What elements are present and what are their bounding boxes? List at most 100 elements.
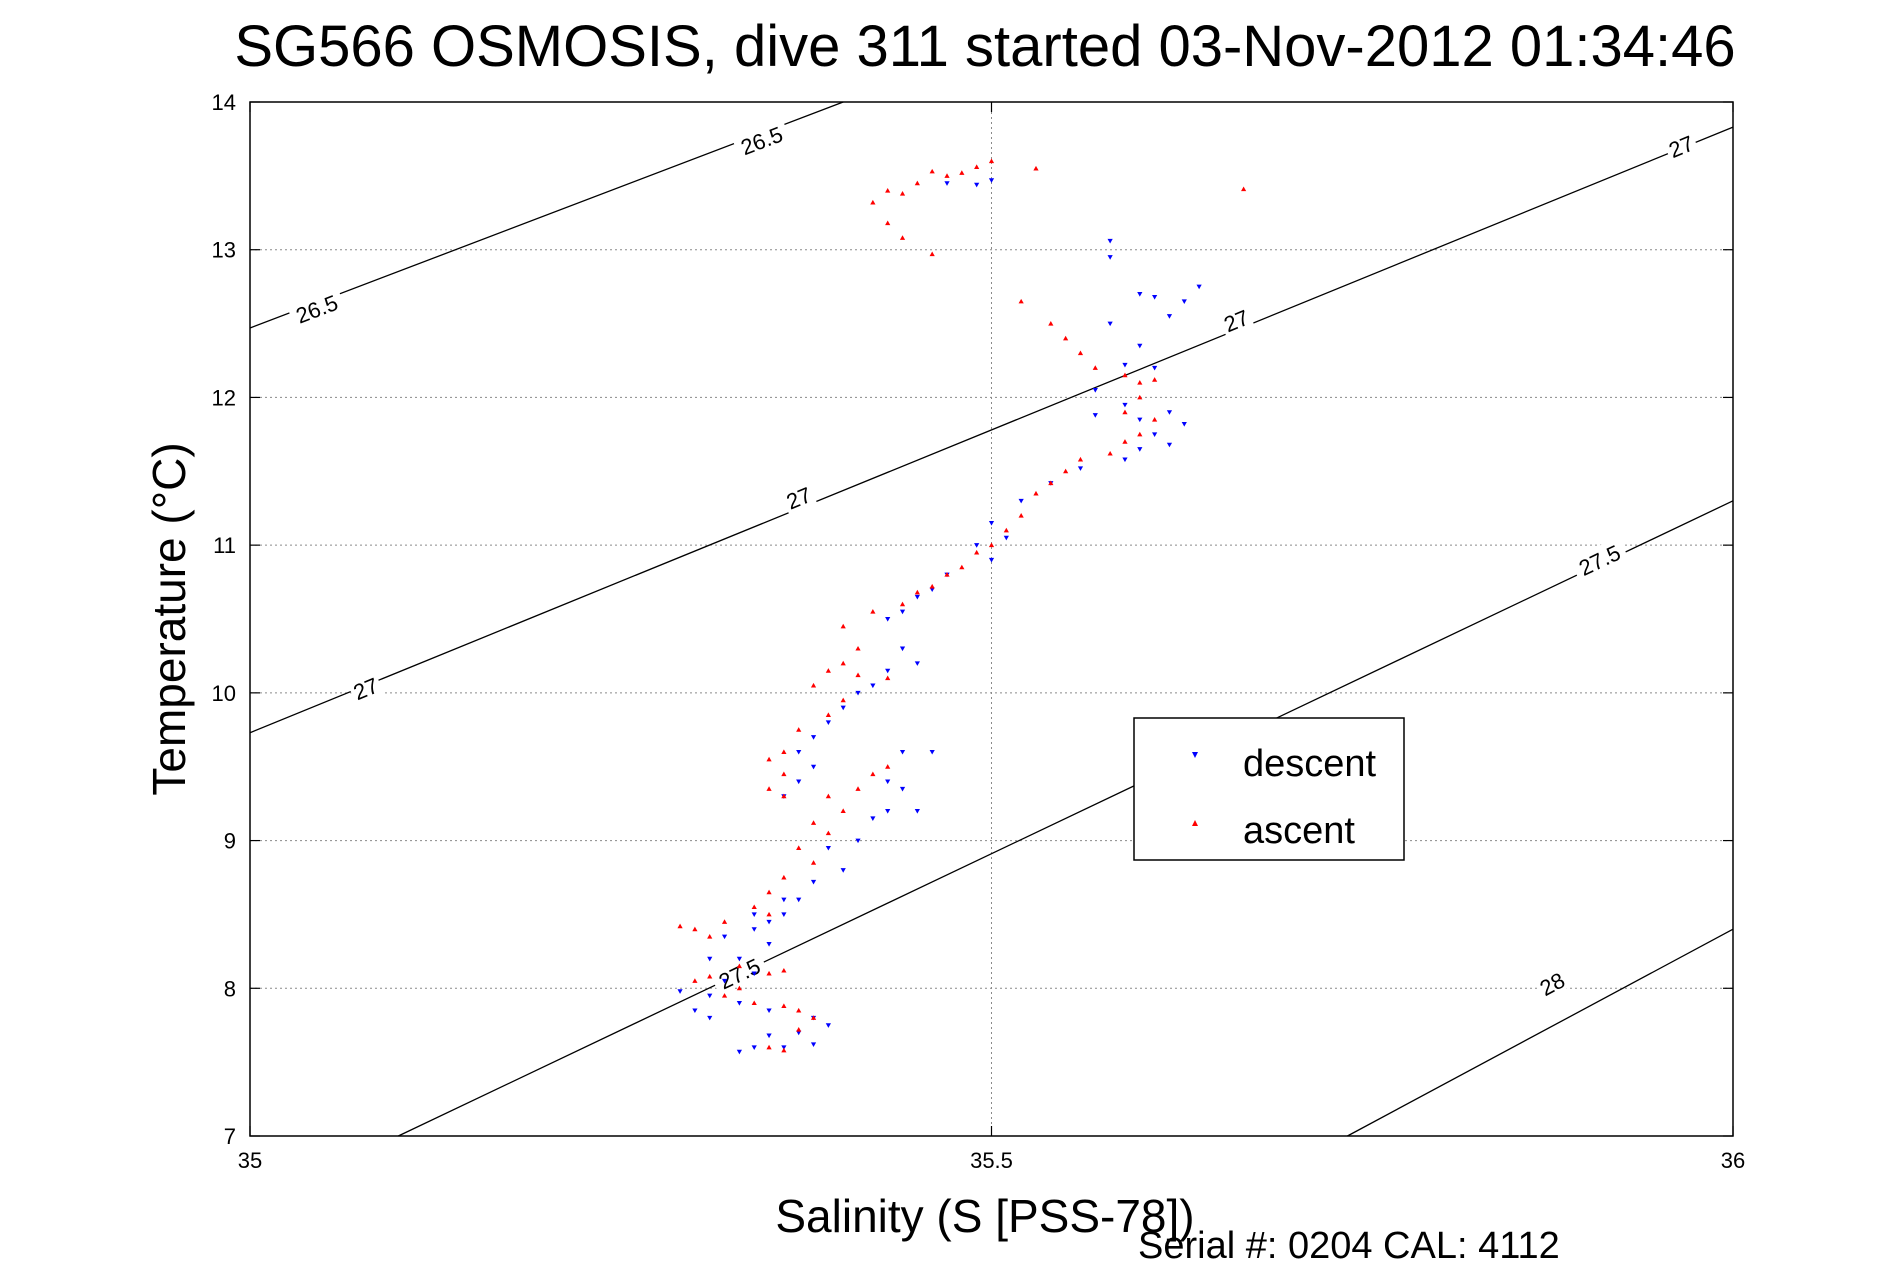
descent-point <box>885 809 891 814</box>
descent-point <box>796 779 802 785</box>
y-tick-label: 8 <box>224 976 236 1001</box>
contour-label-background <box>346 670 384 705</box>
ascent-point <box>1137 380 1143 385</box>
ascent-point <box>840 808 846 814</box>
ascent-point <box>810 682 817 688</box>
ascent-point <box>899 601 906 607</box>
ascent-point <box>1137 394 1143 400</box>
x-axis-label: Salinity (S [PSS-78]) <box>775 1190 1194 1242</box>
ascent-point <box>840 697 846 703</box>
descent-point <box>781 912 787 918</box>
ascent-point <box>825 830 831 836</box>
ascent-point <box>1018 513 1024 518</box>
descent-point <box>914 594 920 600</box>
ascent-point <box>736 985 742 991</box>
contour-label-background <box>779 480 817 514</box>
ascent-point <box>885 220 891 226</box>
descent-point <box>1166 442 1173 448</box>
descent-point <box>840 868 846 873</box>
descent-point <box>1137 417 1143 423</box>
ascent-point <box>825 793 831 799</box>
descent-point <box>1152 365 1158 371</box>
contour-line-27.5 <box>398 500 1734 1137</box>
contour-label-group: 27 <box>1662 128 1700 163</box>
ascent-point <box>914 589 920 595</box>
descent-point <box>707 993 713 999</box>
descent-point <box>988 557 995 563</box>
ascent-point <box>781 793 787 799</box>
legend-ascent-label: ascent <box>1243 810 1355 852</box>
descent-point <box>855 838 861 844</box>
descent-point <box>870 683 876 689</box>
ascent-point <box>810 820 817 825</box>
descent-point <box>885 617 891 622</box>
ascent-point <box>810 1015 817 1020</box>
ascent-point <box>988 158 995 164</box>
ascent-point <box>766 756 772 762</box>
ascent-point <box>974 549 980 555</box>
y-tick-label: 13 <box>212 238 236 263</box>
x-tick-label: 36 <box>1721 1148 1745 1173</box>
ascent-point <box>1122 372 1128 378</box>
ascent-point <box>885 188 891 193</box>
ascent-point <box>870 771 876 777</box>
descent-point <box>1018 498 1024 504</box>
ascent-point <box>1077 350 1084 356</box>
descent-point <box>796 897 802 903</box>
descent-point <box>692 1008 698 1014</box>
ascent-point <box>944 572 950 577</box>
descent-point <box>736 1001 742 1006</box>
ascent-point <box>840 623 846 629</box>
ascent-point <box>825 668 831 673</box>
descent-point <box>1107 321 1113 327</box>
descent-point <box>707 1015 713 1021</box>
ascent-point <box>751 904 757 910</box>
ascent-point <box>885 764 891 769</box>
ascent-point <box>885 675 891 681</box>
descent-point <box>899 646 906 652</box>
ascent-point <box>721 919 728 924</box>
ascent-point <box>959 564 965 570</box>
descent-point <box>885 668 891 674</box>
descent-point <box>1107 238 1113 244</box>
descent-point <box>781 897 787 903</box>
descent-point <box>736 1049 742 1055</box>
ascent-point <box>781 874 787 880</box>
y-tick-label: 7 <box>224 1124 236 1149</box>
ascent-point <box>870 199 876 205</box>
descent-point <box>988 520 995 526</box>
contour-label-group: 27.5 <box>1569 536 1629 582</box>
descent-point <box>707 956 713 962</box>
descent-point <box>1137 447 1143 452</box>
contour-label: 26.5 <box>292 290 341 329</box>
contour-label-background <box>709 950 769 996</box>
descent-point <box>1152 432 1158 437</box>
ascent-point <box>766 889 772 895</box>
ascent-point <box>810 860 817 865</box>
descent-point <box>914 661 920 666</box>
ascent-point <box>707 973 713 979</box>
descent-point <box>870 816 876 822</box>
ascent-point <box>929 251 935 257</box>
descent-point <box>796 1030 802 1036</box>
ascent-point <box>1048 480 1054 486</box>
descent-point <box>751 1045 757 1050</box>
descent-point <box>1122 402 1128 408</box>
ascent-point <box>855 645 861 651</box>
ascent-point <box>855 672 861 678</box>
ascent-point <box>1063 468 1069 474</box>
y-tick-label: 9 <box>224 829 236 854</box>
contour-label-group: 27 <box>779 480 817 515</box>
axis-ticks: 35 35.5 36 7 8 9 10 11 12 13 14 <box>212 90 1746 1173</box>
descent-point <box>1137 343 1143 349</box>
descent-point <box>1196 284 1202 290</box>
descent-point <box>766 919 772 925</box>
legend-descent-label: descent <box>1243 743 1377 785</box>
ascent-point <box>899 235 906 240</box>
ascent-point <box>1018 298 1024 304</box>
contour-line-27 <box>249 126 1734 734</box>
descent-point <box>721 978 728 984</box>
descent-point <box>1166 314 1173 319</box>
descent-point <box>751 927 757 932</box>
descent-point <box>929 749 935 755</box>
